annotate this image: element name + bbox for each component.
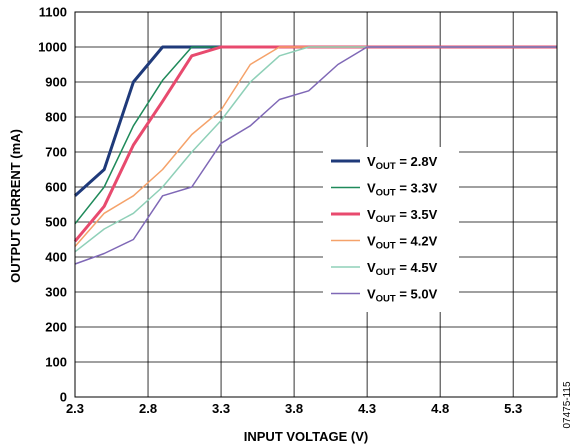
y-tick-label: 300 bbox=[45, 285, 67, 300]
y-tick-label: 700 bbox=[45, 145, 67, 160]
legend-symbol: V bbox=[367, 181, 376, 196]
figure-id: 07475-115 bbox=[562, 381, 573, 429]
legend-symbol: V bbox=[367, 287, 376, 302]
legend-value: = 3.5V bbox=[396, 207, 438, 222]
legend-subscript: OUT bbox=[376, 267, 396, 278]
series-line-5 bbox=[74, 46, 557, 265]
legend-entry: VOUT = 3.5V bbox=[367, 207, 438, 225]
legend-entry: VOUT = 3.3V bbox=[367, 181, 438, 199]
y-tick-label: 1100 bbox=[39, 5, 67, 20]
legend-value: = 4.5V bbox=[396, 260, 438, 275]
legend-entry: VOUT = 2.8V bbox=[367, 154, 438, 172]
y-tick-label: 400 bbox=[45, 250, 67, 265]
legend-background bbox=[323, 147, 459, 312]
legend-symbol: V bbox=[367, 207, 376, 222]
legend-value: = 5.0V bbox=[396, 287, 438, 302]
series-line-0 bbox=[73, 45, 557, 197]
x-tick-label: 5.3 bbox=[504, 401, 522, 416]
tick-labels: 2.3 2.8 3.3 3.8 4.3 4.8 5.3 0 100 200 300 400 500 600… bbox=[38, 5, 522, 417]
legend-entry: VOUT = 4.5V bbox=[367, 260, 438, 278]
legend-subscript: OUT bbox=[376, 161, 396, 172]
legend-entry: VOUT = 5.0V bbox=[367, 287, 438, 305]
series-line-1 bbox=[74, 46, 557, 225]
x-tick-label: 2.8 bbox=[139, 401, 157, 416]
y-axis-label: OUTPUT CURRENT (mA) bbox=[8, 129, 23, 283]
legend-entry: VOUT = 4.2V bbox=[367, 234, 438, 252]
y-tick-label: 800 bbox=[45, 110, 67, 125]
x-tick-label: 4.3 bbox=[358, 401, 376, 416]
x-tick-label: 3.8 bbox=[285, 401, 303, 416]
x-tick-label: 3.3 bbox=[212, 401, 230, 416]
y-tick-label: 600 bbox=[45, 180, 67, 195]
legend-subscript: OUT bbox=[376, 294, 396, 305]
x-tick-label: 4.8 bbox=[431, 401, 449, 416]
y-tick-label: 1000 bbox=[38, 40, 67, 55]
x-axis-label: INPUT VOLTAGE (V) bbox=[244, 429, 368, 444]
grid bbox=[74, 11, 557, 398]
plot-frame bbox=[74, 11, 558, 398]
y-tick-label: 900 bbox=[45, 75, 67, 90]
y-tick-label: 500 bbox=[45, 215, 67, 230]
legend-subscript: OUT bbox=[376, 188, 396, 199]
series-lines bbox=[73, 45, 557, 265]
legend-symbol: V bbox=[367, 260, 376, 275]
legend-symbol: V bbox=[367, 154, 376, 169]
y-tick-label: 0 bbox=[60, 390, 67, 405]
legend-value: = 2.8V bbox=[396, 154, 438, 169]
legend-symbol: V bbox=[367, 234, 376, 249]
y-tick-label: 200 bbox=[45, 320, 67, 335]
legend-value: = 4.2V bbox=[396, 234, 438, 249]
series-line-2 bbox=[73, 45, 557, 243]
legend-subscript: OUT bbox=[376, 214, 396, 225]
x-tick-label: 2.3 bbox=[66, 401, 84, 416]
legend-value: = 3.3V bbox=[396, 181, 438, 196]
series-line-3 bbox=[74, 46, 557, 247]
y-tick-label: 100 bbox=[45, 355, 67, 370]
legend-subscript: OUT bbox=[376, 241, 396, 252]
series-line-4 bbox=[74, 46, 557, 253]
